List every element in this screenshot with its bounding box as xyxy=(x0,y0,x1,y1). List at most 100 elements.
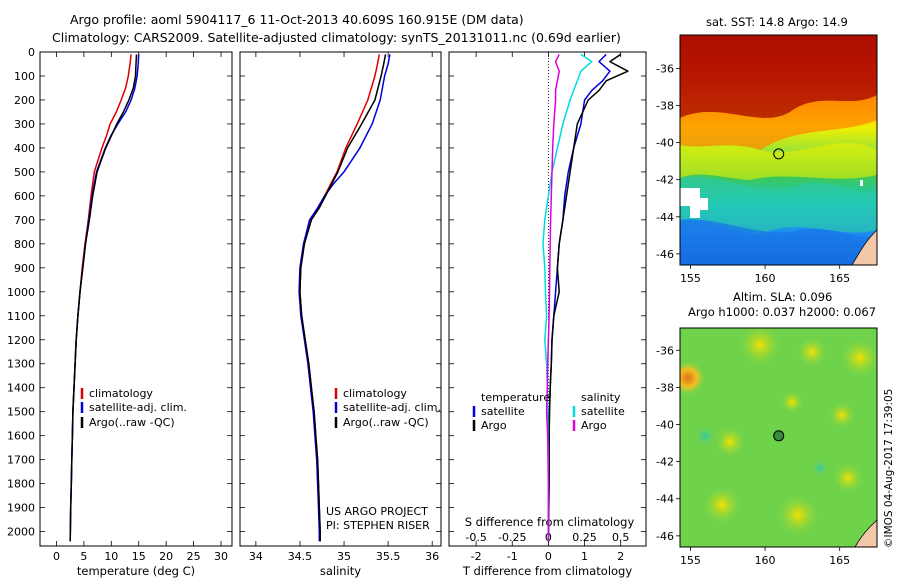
temperature-xtick-label: 0 xyxy=(53,550,60,563)
sst-map-title: sat. SST: 14.8 Argo: 14.9 xyxy=(706,15,848,29)
map-latitude-label: -38 xyxy=(656,99,674,112)
difference-xtick-label: 0 xyxy=(545,550,552,563)
sla-map-frame xyxy=(679,327,878,548)
difference-xaxis-label: T difference from climatology xyxy=(462,564,633,578)
temperature-legend-title: temperature xyxy=(481,391,550,404)
difference-series-line-argo xyxy=(547,53,629,542)
temperature-profile-panel: 0100200300400500600700800900100011001200… xyxy=(7,46,233,578)
map-latitude-label: -42 xyxy=(656,174,674,187)
depth-tick-label: 1700 xyxy=(7,454,35,467)
sst-map-field xyxy=(680,35,877,265)
difference-profile-panel: -2 -1 0 1 2T difference from climatology S di… xyxy=(448,51,647,578)
credit-text: ©IMOS 04-Aug-2017 17:39:05 xyxy=(883,389,895,548)
depth-tick-label: 400 xyxy=(14,142,35,155)
salinity-xtick-label: 34 xyxy=(249,550,263,563)
salinity-xaxis-label: salinity xyxy=(320,564,361,578)
salinity-xtick-label: 34.5 xyxy=(288,550,313,563)
salinity-difference-tick-label: -0.25 xyxy=(498,531,526,544)
depth-tick-label: 500 xyxy=(14,166,35,179)
depth-tick-label: 300 xyxy=(14,118,35,131)
difference-legend-label: satellite xyxy=(481,405,525,418)
map-latitude-label: -40 xyxy=(656,419,674,432)
salinity-difference-tick-label: 0.25 xyxy=(572,531,597,544)
sst-map-frame xyxy=(679,34,878,266)
temperature-series-line-argo---raw--qc- xyxy=(69,54,138,542)
difference-xtick-label: 2 xyxy=(617,550,624,563)
salinity-xtick-label: 35.5 xyxy=(376,550,401,563)
map-longitude-label: 165 xyxy=(829,554,850,567)
sla-map-title: Altim. SLA: 0.096 xyxy=(733,290,832,304)
depth-tick-label: 100 xyxy=(14,70,35,83)
map-latitude-label: -36 xyxy=(656,62,674,75)
map-longitude-label: 155 xyxy=(680,554,701,567)
pi-annotation: PI: STEPHEN RISER xyxy=(326,519,430,532)
temperature-xtick-label: 25 xyxy=(187,550,201,563)
difference-series-line-satellite xyxy=(542,53,593,542)
temperature-plot-frame xyxy=(39,51,233,547)
depth-tick-label: 1900 xyxy=(7,502,35,515)
depth-tick-label: 600 xyxy=(14,190,35,203)
map-latitude-label: -40 xyxy=(656,137,674,150)
salinity-series-line-satellite-adj--clim- xyxy=(298,54,391,542)
salinity-xtick-label: 36 xyxy=(425,550,439,563)
depth-tick-label: 1800 xyxy=(7,478,35,491)
difference-xtick-label: 1 xyxy=(581,550,588,563)
depth-tick-label: 900 xyxy=(14,262,35,275)
project-annotation: US ARGO PROJECT xyxy=(326,505,428,518)
map-latitude-label: -36 xyxy=(656,344,674,357)
salinity-difference-tick-label: 0.5 xyxy=(612,531,630,544)
temperature-xtick-label: 10 xyxy=(104,550,118,563)
map-longitude-label: 165 xyxy=(829,272,850,285)
salinity-legend-title: salinity xyxy=(581,391,621,404)
salinity-profile-panel: 34 34.5 35 35.5 36 salinity climatologysatelli… xyxy=(239,51,442,578)
depth-tick-label: 0 xyxy=(28,46,35,59)
depth-tick-label: 1600 xyxy=(7,430,35,443)
salinity-xtick-label: 35 xyxy=(337,550,351,563)
temperature-legend-label: Argo(..raw -QC) xyxy=(89,416,175,429)
depth-tick-label: 800 xyxy=(14,238,35,251)
sst-argo-location-marker xyxy=(773,148,785,160)
temperature-xtick-label: 30 xyxy=(214,550,228,563)
salinity-difference-axis-label: S difference from climatology xyxy=(465,515,635,529)
map-latitude-label: -46 xyxy=(656,248,674,261)
map-latitude-label: -38 xyxy=(656,381,674,394)
sla-argo-location-marker xyxy=(773,430,785,442)
map-longitude-label: 155 xyxy=(680,272,701,285)
depth-tick-label: 1500 xyxy=(7,406,35,419)
salinity-legend-label: satellite-adj. clim. xyxy=(343,401,441,414)
temperature-legend-label: climatology xyxy=(89,387,153,400)
salinity-difference-tick-label: -0.5 xyxy=(465,531,486,544)
temperature-xtick-label: 15 xyxy=(132,550,146,563)
temperature-xtick-label: 20 xyxy=(159,550,173,563)
depth-tick-label: 1100 xyxy=(7,310,35,323)
map-latitude-label: -46 xyxy=(656,530,674,543)
temperature-xaxis-label: temperature (deg C) xyxy=(77,564,195,578)
salinity-legend-label: climatology xyxy=(343,387,407,400)
map-latitude-label: -44 xyxy=(656,493,674,506)
sst-map-panel: sat. SST: 14.8 Argo: 14.9 155 160 165 -36 -3… xyxy=(656,15,878,285)
depth-tick-label: 200 xyxy=(14,94,35,107)
salinity-plot-frame xyxy=(239,51,442,547)
difference-legend-label: Argo xyxy=(581,419,607,432)
figure-title-line2: Climatology: CARS2009. Satellite-adjuste… xyxy=(52,30,621,45)
map-longitude-label: 160 xyxy=(755,272,776,285)
depth-tick-label: 2000 xyxy=(7,526,35,539)
depth-tick-label: 1300 xyxy=(7,358,35,371)
depth-tick-label: 1000 xyxy=(7,286,35,299)
difference-series-line-argo xyxy=(545,54,560,542)
figure-title-line1: Argo profile: aoml 5904117_6 11-Oct-2013… xyxy=(70,12,524,27)
salinity-series-line-argo---raw--qc- xyxy=(299,54,387,542)
depth-tick-label: 1200 xyxy=(7,334,35,347)
sla-map-panel: Altim. SLA: 0.096 Argo h1000: 0.037 h200… xyxy=(656,290,878,567)
map-latitude-label: -44 xyxy=(656,211,674,224)
difference-legend-label: satellite xyxy=(581,405,625,418)
sla-map-subtitle: Argo h1000: 0.037 h2000: 0.067 xyxy=(688,305,876,319)
depth-tick-label: 700 xyxy=(14,214,35,227)
map-latitude-label: -42 xyxy=(656,456,674,469)
difference-xtick-label: -1 xyxy=(507,550,518,563)
depth-tick-label: 1400 xyxy=(7,382,35,395)
difference-legend-label: Argo xyxy=(481,419,507,432)
difference-xtick-label: -2 xyxy=(471,550,482,563)
